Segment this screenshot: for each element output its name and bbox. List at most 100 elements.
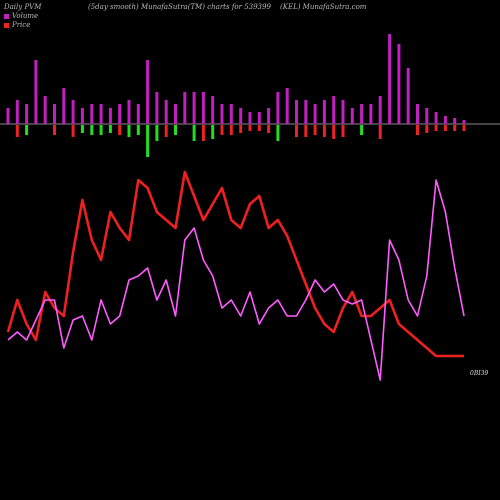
legend-volume: Volume [4,12,38,20]
volume-bar [43,96,47,124]
volume-change-bar [276,125,280,141]
volume-change-bar [25,125,29,135]
chart-header-right: (KEL) MunafaSutra.com [280,3,367,11]
volume-bar [239,108,243,124]
volume-bar [425,108,429,124]
chart-header-left: Daily PVM [4,3,42,11]
volume-bar [155,92,159,124]
volume-bar [136,104,140,124]
volume-bar [257,112,261,124]
volume-bar [174,104,177,124]
volume-bar [211,96,215,124]
volume-bar [248,112,252,124]
volume-change-bar [108,125,112,133]
volume-bar [397,44,401,124]
volume-change-bar [322,125,326,137]
volume-bar [276,92,280,124]
volume-change-bar [360,125,364,135]
legend-volume-swatch [4,13,9,19]
volume-bar [229,104,233,124]
volume-change-bar [99,125,103,135]
volume-change-bar [118,125,122,135]
volume-bar [118,104,122,124]
volume-bar [332,96,336,124]
volume-change-bar [174,125,177,135]
volume-bar [15,100,19,124]
volume-bar [267,108,271,124]
volume-bar [313,104,317,124]
volume-change-bar [136,125,140,135]
volume-change-bar [53,125,56,135]
volume-bar [341,100,345,124]
volume-change-bar [443,125,447,131]
volume-change-bar [257,125,261,131]
volume-bar [462,120,466,124]
volume-change-bar [239,125,243,133]
volume-bar [25,104,29,124]
volume-bar [322,100,326,124]
volume-change-bar [434,125,438,131]
volume-bar [220,104,224,124]
volume-change-bar [80,125,84,133]
volume-change-bar [295,125,298,137]
volume-change-bar [267,125,271,133]
volume-bar [34,60,38,124]
volume-bar [406,68,410,124]
volume-change-bar [192,125,196,141]
volume-bar [108,108,112,124]
last-value-label: 0BI39 [470,370,489,377]
volume-change-bar [71,125,75,137]
chart-header-title: (5day smooth) MunafaSutra(TM) charts for… [88,3,271,11]
volume-bar [388,34,392,124]
volume-bar [304,100,308,124]
volume-bar [62,88,66,124]
volume-change-bar [164,125,168,137]
volume-bar [453,118,457,124]
volume-change-bar [341,125,345,137]
volume-change-bar [127,125,131,137]
volume-bar [53,104,56,124]
legend-price-swatch [4,22,9,28]
volume-change-bar [201,125,205,141]
volume-bar [183,92,187,124]
volume-change-bar [15,125,19,137]
volume-bar [369,104,373,124]
volume-change-bar [313,125,317,135]
legend-price: Price [4,21,30,29]
volume-change-bar [90,125,94,135]
volume-bar [360,104,364,124]
volume-change-bar [248,125,252,131]
volume-bar [80,108,84,124]
volume-change-bar [453,125,457,131]
volume-change-bar [211,125,215,139]
volume-change-bar [416,125,419,135]
volume-change-bar [155,125,159,141]
price-series-line [6,170,464,358]
volume-change-bar [332,125,336,139]
legend-volume-label: Volume [12,12,39,20]
volume-change-bar [146,125,150,157]
volume-change-bar [229,125,233,135]
volume-change-bar [425,125,429,133]
volume-bar [201,92,205,124]
volume-bar [350,108,354,124]
volume-bar [443,116,447,124]
volume-change-bar [220,125,224,135]
volume-bar [192,92,196,124]
volume-bar [6,108,10,124]
volume-bar [164,100,168,124]
volume-bar [71,100,75,124]
volume-change-bar [304,125,308,137]
volume-bar [285,88,289,124]
volume-bar [127,100,131,124]
volume-bar [378,96,382,124]
volume-bar [295,100,298,124]
volume-bar [434,112,438,124]
volume-bar [90,104,94,124]
legend-price-label: Price [12,21,31,29]
volume-change-bar [462,125,466,131]
volume-bar [99,104,103,124]
pvm-series-line [7,179,465,381]
volume-change-bar [378,125,382,139]
